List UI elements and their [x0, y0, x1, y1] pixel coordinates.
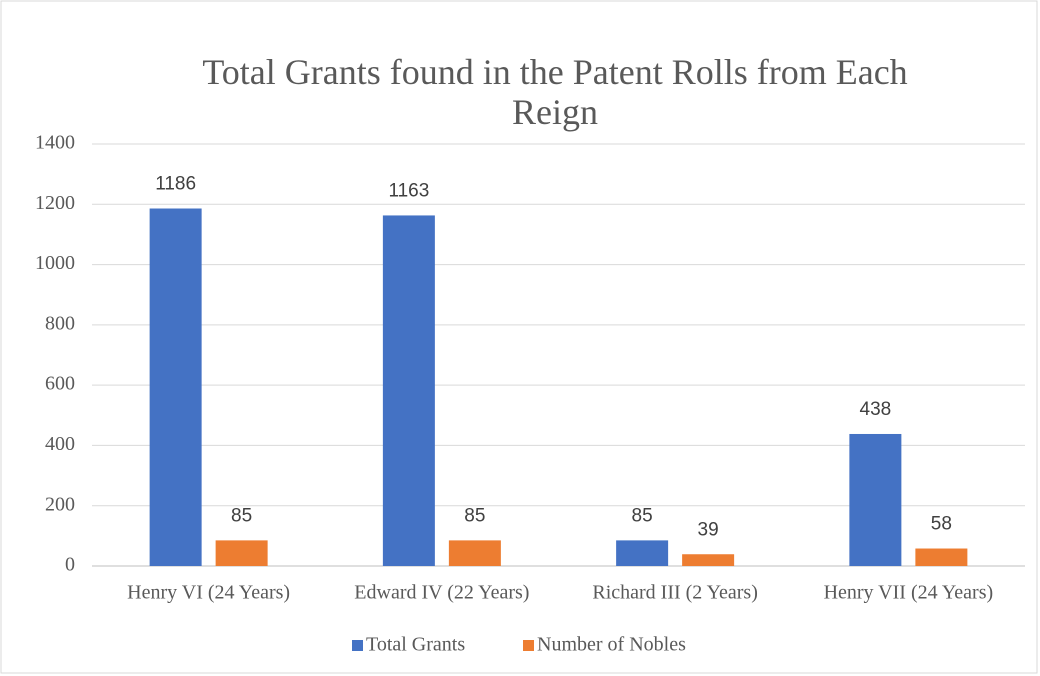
legend-label: Total Grants — [366, 634, 465, 656]
bar — [682, 554, 735, 566]
x-tick-label: Henry VI (24 Years) — [127, 582, 290, 604]
bar — [215, 540, 268, 566]
chart-title: Total Grants found in the Patent Rolls f… — [202, 52, 908, 132]
legend-swatch — [523, 640, 534, 651]
y-tick-label: 0 — [65, 554, 75, 576]
x-tick-label: Henry VII (24 Years) — [824, 582, 994, 604]
data-label: 438 — [860, 399, 892, 420]
bar — [616, 540, 669, 566]
bar — [149, 208, 202, 566]
data-label: 1163 — [388, 180, 429, 201]
legend-swatch — [352, 640, 363, 651]
x-tick-label: Richard III (2 Years) — [592, 582, 758, 604]
y-tick-label: 1400 — [35, 132, 75, 154]
data-label: 58 — [931, 514, 952, 535]
data-label: 85 — [231, 505, 252, 526]
data-label: 85 — [632, 505, 653, 526]
bar — [382, 215, 435, 566]
bar — [849, 433, 902, 566]
y-tick-label: 200 — [45, 493, 75, 515]
y-tick-label: 400 — [45, 433, 75, 455]
y-tick-label: 600 — [45, 373, 75, 395]
data-label: 85 — [464, 505, 485, 526]
y-tick-label: 1200 — [35, 192, 75, 214]
x-tick-label: Edward IV (22 Years) — [354, 582, 529, 604]
y-tick-label: 1000 — [35, 252, 75, 274]
bar — [448, 540, 501, 566]
legend-label: Number of Nobles — [537, 634, 686, 656]
data-label: 39 — [698, 519, 719, 540]
y-tick-label: 800 — [45, 312, 75, 334]
data-label: 1186 — [155, 174, 196, 195]
bar — [915, 548, 968, 566]
